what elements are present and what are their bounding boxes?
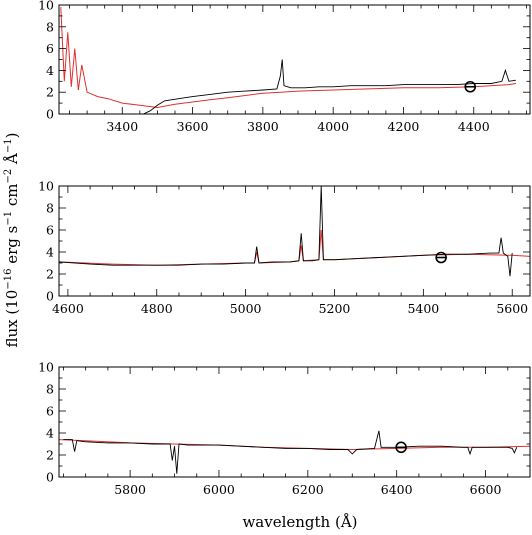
y-label-prefix: flux (10 bbox=[3, 290, 21, 348]
top-x-tick-label: 3400 bbox=[106, 119, 138, 134]
middle-x-tick-label: 4600 bbox=[52, 301, 84, 316]
y-label-exp3: −2 bbox=[3, 169, 14, 184]
bottom-y-tick-label: 8 bbox=[46, 382, 54, 397]
middle-x-tick-label: 5200 bbox=[319, 301, 351, 316]
top-y-tick-label: 8 bbox=[46, 19, 54, 34]
bottom-y-tick-label: 0 bbox=[46, 470, 54, 485]
y-label-unit-cm: cm bbox=[3, 183, 21, 210]
middle-y-tick-label: 2 bbox=[46, 267, 54, 282]
middle-y-tick-label: 4 bbox=[46, 245, 54, 260]
middle-x-tick-label: 4800 bbox=[141, 301, 173, 316]
top-y-tick-label: 0 bbox=[46, 107, 54, 122]
middle-y-tick-label: 6 bbox=[46, 223, 54, 238]
middle-y-tick-label: 10 bbox=[38, 179, 54, 194]
top-model-spectrum bbox=[60, 7, 516, 109]
middle-panel: 4600 4800 5000 5200 5400 5600 0 2 4 6 8 10 bbox=[38, 179, 531, 316]
top-panel: 3400 3600 3800 4000 4200 4400 0 2 4 6 8 10 bbox=[38, 0, 531, 134]
top-x-tick-label: 4400 bbox=[458, 119, 490, 134]
middle-axes-frame bbox=[58, 185, 531, 297]
middle-observed-spectrum bbox=[59, 186, 513, 277]
bottom-x-tick-label: 5800 bbox=[114, 482, 146, 497]
top-axes-frame bbox=[58, 4, 531, 115]
y-label-exp2: −1 bbox=[3, 211, 14, 226]
bottom-x-tick-label: 6400 bbox=[381, 482, 413, 497]
y-label-exp1: −16 bbox=[3, 269, 14, 290]
middle-x-tick-label: 5400 bbox=[407, 301, 439, 316]
y-label-suffix: ) bbox=[3, 133, 21, 139]
top-y-tick-label: 4 bbox=[46, 63, 54, 78]
bottom-axes-frame bbox=[58, 366, 531, 478]
y-label-unit-angstrom: Å bbox=[3, 153, 21, 169]
x-axis-label: wavelength (Å) bbox=[242, 513, 357, 531]
bottom-y-tick-label: 10 bbox=[38, 360, 54, 375]
middle-x-tick-label: 5000 bbox=[230, 301, 262, 316]
y-label-exp4: −1 bbox=[3, 138, 14, 153]
middle-x-tick-label: 5600 bbox=[496, 301, 528, 316]
top-x-tick-label: 4200 bbox=[388, 119, 420, 134]
top-x-tick-label: 3600 bbox=[177, 119, 209, 134]
bottom-x-tick-label: 6200 bbox=[292, 482, 324, 497]
bottom-panel: 5800 6000 6200 6400 6600 0 2 4 6 8 10 bbox=[38, 360, 531, 497]
top-x-tick-label: 3800 bbox=[247, 119, 279, 134]
bottom-x-tick-label: 6000 bbox=[203, 482, 235, 497]
top-observed-spectrum bbox=[73, 59, 516, 114]
middle-y-tick-label: 8 bbox=[46, 201, 54, 216]
bottom-y-tick-label: 6 bbox=[46, 404, 54, 419]
bottom-y-tick-label: 2 bbox=[46, 448, 54, 463]
top-x-tick-label: 4000 bbox=[317, 119, 349, 134]
y-label-unit-erg: erg s bbox=[3, 226, 21, 269]
middle-y-tick-label: 0 bbox=[46, 289, 54, 304]
middle-model-spectrum bbox=[59, 229, 530, 266]
bottom-x-tick-label: 6600 bbox=[470, 482, 502, 497]
bottom-y-tick-label: 4 bbox=[46, 426, 54, 441]
top-y-tick-label: 2 bbox=[46, 85, 54, 100]
bottom-observed-spectrum bbox=[63, 430, 518, 474]
top-y-tick-label: 6 bbox=[46, 41, 54, 56]
top-y-tick-label: 10 bbox=[38, 0, 54, 13]
y-axis-label: flux (10−16 erg s−1 cm−2 Å−1) bbox=[3, 133, 21, 348]
